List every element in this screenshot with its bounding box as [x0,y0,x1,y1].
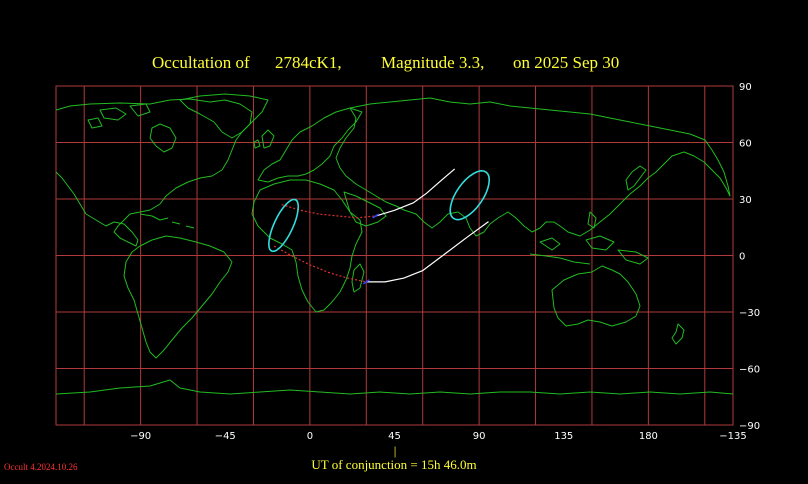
japan-coast [625,165,647,191]
antarctica-coast [55,379,734,395]
australia-coast [551,265,641,327]
latitude-label: −30 [739,308,760,319]
version-label: Occult 4.2024.10.26 [4,462,78,472]
path-start-ellipse [268,198,300,253]
europe-coast [257,107,363,183]
philippines-coast [587,211,597,229]
terminator-mark [372,213,380,219]
longitude-label: 0 [307,431,313,442]
new-zealand-coast [671,323,685,345]
caribbean-coast [139,213,195,229]
hudson-bay-coast [149,123,177,153]
shadow-edge-north-day [375,168,456,217]
longitude-label: −90 [130,431,151,442]
title-prefix: Occultation of [152,53,250,72]
latitude-label: 0 [739,252,745,263]
longitude-label: −135 [719,431,746,442]
shadow-edge-south-night [273,245,367,283]
terminator-mark [362,279,370,285]
longitude-label: 90 [473,431,486,442]
longitude-label: 45 [388,431,401,442]
title-object: 2784cK1, [275,53,342,72]
south-america-coast [123,235,233,359]
british-isles-coast [253,129,275,149]
latitude-labels: 90 60 30 0 −30 −60 −90 [739,82,760,432]
latitude-label: −60 [739,365,760,376]
longitude-label: 135 [554,431,573,442]
latitude-label: 90 [739,82,752,93]
latitude-label: −90 [739,421,760,432]
madagascar-coast [351,263,365,293]
africa-coast [251,179,363,313]
title-date: on 2025 Sep 30 [513,53,619,72]
latitude-label: 30 [739,195,752,206]
coastlines [55,93,734,395]
greenland-coast [179,93,269,139]
conjunction-marker: | [394,443,397,458]
conjunction-time: UT of conjunction = 15h 46.0m [311,457,476,472]
shadow-edge-south-day [366,221,489,283]
end-ellipses-group [268,170,490,253]
path-end-ellipse [449,170,490,221]
arctic-islands-coast [87,103,151,129]
longitude-label: −45 [215,431,236,442]
latitude-label: 60 [739,139,752,150]
north-america-coast [55,98,253,247]
title-magnitude: Magnitude 3.3, [381,53,484,72]
indonesia-coast [529,235,649,265]
graticule [56,86,733,425]
longitude-label: 180 [639,431,658,442]
longitude-labels: −90 −45 0 45 90 135 180 −135 [130,431,747,442]
